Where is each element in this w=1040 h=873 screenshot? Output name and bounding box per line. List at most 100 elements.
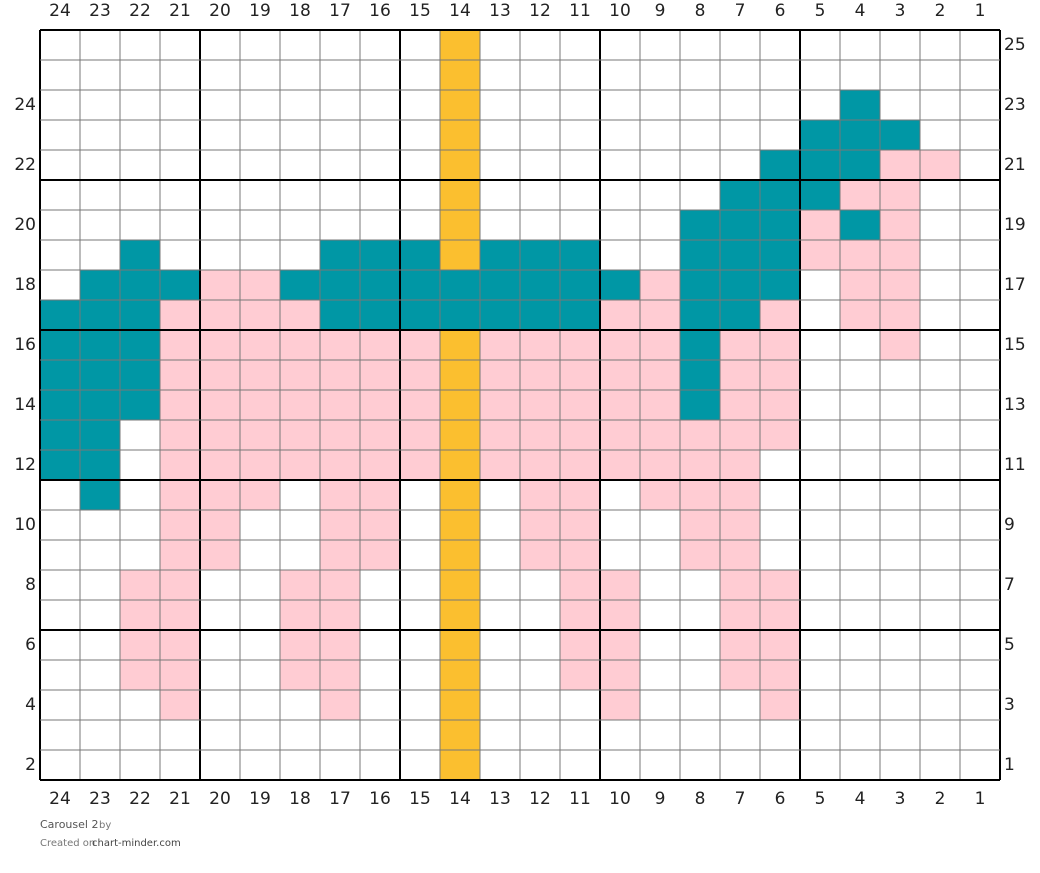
cell: [280, 90, 320, 120]
column-label: 13: [489, 789, 511, 809]
cell: [640, 150, 680, 180]
cell: [200, 300, 240, 330]
cell: [560, 180, 600, 210]
cell: [680, 480, 720, 510]
cell: [360, 90, 400, 120]
cell: [920, 450, 960, 480]
cell: [920, 360, 960, 390]
site-link[interactable]: chart-minder.com: [92, 838, 181, 849]
cell: [800, 90, 840, 120]
column-label: 15: [409, 1, 431, 21]
cell: [280, 630, 320, 660]
cell: [560, 390, 600, 420]
cell: [640, 360, 680, 390]
cell: [720, 420, 760, 450]
cell: [280, 300, 320, 330]
cell: [880, 720, 920, 750]
cell: [600, 480, 640, 510]
cell: [280, 240, 320, 270]
cell: [680, 660, 720, 690]
cell: [880, 510, 920, 540]
cell: [560, 300, 600, 330]
cell: [720, 330, 760, 360]
cell: [80, 600, 120, 630]
cell: [440, 150, 480, 180]
cell: [680, 360, 720, 390]
cell: [720, 150, 760, 180]
column-label: 20: [209, 1, 231, 21]
cell: [800, 150, 840, 180]
cell: [680, 270, 720, 300]
cell: [320, 690, 360, 720]
cell: [400, 510, 440, 540]
row-label: 12: [14, 455, 36, 475]
cell: [720, 300, 760, 330]
cell: [480, 150, 520, 180]
cell: [80, 420, 120, 450]
cell: [160, 480, 200, 510]
cell: [840, 420, 880, 450]
cell: [240, 90, 280, 120]
cell: [960, 180, 1000, 210]
cell: [400, 450, 440, 480]
cell: [320, 60, 360, 90]
cell: [520, 630, 560, 660]
cell: [120, 600, 160, 630]
column-label: 11: [569, 789, 591, 809]
cell: [840, 390, 880, 420]
column-label: 16: [369, 1, 391, 21]
cell: [600, 30, 640, 60]
cell: [560, 630, 600, 660]
cell: [720, 90, 760, 120]
cell: [800, 240, 840, 270]
cell: [480, 390, 520, 420]
column-label: 2: [935, 1, 946, 21]
cell: [240, 120, 280, 150]
cell: [40, 180, 80, 210]
cell: [960, 540, 1000, 570]
cell: [960, 210, 1000, 240]
cell: [880, 120, 920, 150]
cell: [680, 30, 720, 60]
cell: [40, 570, 80, 600]
cell: [520, 510, 560, 540]
cell: [560, 90, 600, 120]
row-label: 16: [14, 335, 36, 355]
cell: [360, 60, 400, 90]
cell: [440, 630, 480, 660]
cell: [440, 390, 480, 420]
cell: [120, 240, 160, 270]
cell: [400, 240, 440, 270]
grid-cells: [40, 30, 1000, 780]
cell: [720, 660, 760, 690]
cell: [840, 450, 880, 480]
cell: [80, 360, 120, 390]
cell: [600, 330, 640, 360]
cell: [680, 600, 720, 630]
cell: [80, 630, 120, 660]
cell: [400, 300, 440, 330]
cell: [800, 420, 840, 450]
cell: [880, 600, 920, 630]
column-label: 4: [855, 1, 866, 21]
cell: [120, 330, 160, 360]
cell: [240, 570, 280, 600]
cell: [920, 600, 960, 630]
cell: [560, 480, 600, 510]
cell: [120, 720, 160, 750]
cell: [640, 750, 680, 780]
cell: [440, 540, 480, 570]
cell: [640, 510, 680, 540]
cell: [120, 390, 160, 420]
cell: [400, 720, 440, 750]
cell: [800, 330, 840, 360]
row-label: 2: [25, 755, 36, 775]
cell: [640, 330, 680, 360]
column-label: 21: [169, 789, 191, 809]
cell: [200, 360, 240, 390]
cell: [280, 150, 320, 180]
cell: [240, 360, 280, 390]
cell: [120, 120, 160, 150]
cell: [120, 570, 160, 600]
cell: [480, 660, 520, 690]
